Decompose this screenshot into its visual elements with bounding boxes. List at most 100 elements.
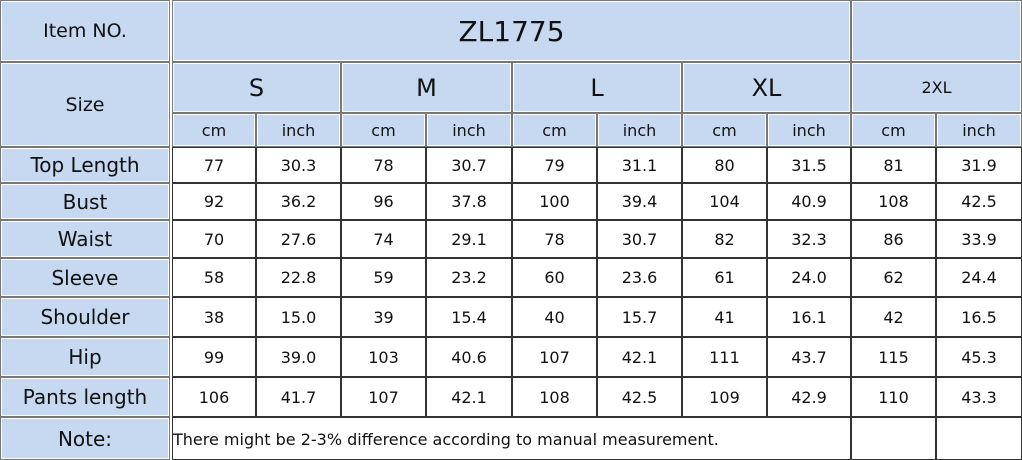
- measurement: 99: [172, 337, 256, 377]
- measurement: 81: [851, 147, 936, 183]
- measurement: 43.3: [936, 377, 1022, 417]
- measurement: 108: [851, 183, 936, 220]
- measurement: 59: [341, 258, 426, 297]
- measurement: 110: [851, 377, 936, 417]
- measurement: 107: [341, 377, 426, 417]
- size-header: M: [341, 62, 512, 113]
- measurement: 42: [851, 297, 936, 337]
- item-label: Item NO.: [0, 0, 170, 62]
- row-label: Shoulder: [0, 297, 170, 337]
- item-number: ZL1775: [172, 0, 851, 62]
- measurement: 40.9: [767, 183, 851, 220]
- measurement: 39.4: [597, 183, 682, 220]
- measurement: 36.2: [256, 183, 341, 220]
- measurement: 16.1: [767, 297, 851, 337]
- unit-header: cm: [682, 113, 767, 147]
- row-label: Hip: [0, 337, 170, 377]
- measurement: 16.5: [936, 297, 1022, 337]
- measurement: 80: [682, 147, 767, 183]
- measurement: 92: [172, 183, 256, 220]
- measurement: 23.6: [597, 258, 682, 297]
- measurement: 15.4: [426, 297, 512, 337]
- measurement: 58: [172, 258, 256, 297]
- measurement: 15.7: [597, 297, 682, 337]
- measurement: 32.3: [767, 220, 851, 258]
- empty-cell: [851, 0, 1022, 62]
- unit-header: inch: [767, 113, 851, 147]
- size-header: 2XL: [851, 62, 1022, 113]
- measurement: 86: [851, 220, 936, 258]
- measurement: 39.0: [256, 337, 341, 377]
- measurement: 22.8: [256, 258, 341, 297]
- measurement: 42.5: [597, 377, 682, 417]
- unit-header: inch: [936, 113, 1022, 147]
- measurement: 41: [682, 297, 767, 337]
- measurement: 82: [682, 220, 767, 258]
- measurement: 78: [512, 220, 597, 258]
- measurement: 111: [682, 337, 767, 377]
- measurement: 74: [341, 220, 426, 258]
- measurement: 31.9: [936, 147, 1022, 183]
- measurement: 45.3: [936, 337, 1022, 377]
- measurement: 42.1: [426, 377, 512, 417]
- row-label: Pants length: [0, 377, 170, 417]
- measurement: 103: [341, 337, 426, 377]
- measurement: 30.7: [426, 147, 512, 183]
- measurement: 30.3: [256, 147, 341, 183]
- measurement: 61: [682, 258, 767, 297]
- row-label: Top Length: [0, 147, 170, 183]
- measurement: 24.0: [767, 258, 851, 297]
- measurement: 23.2: [426, 258, 512, 297]
- row-label: Bust: [0, 183, 170, 220]
- measurement: 108: [512, 377, 597, 417]
- size-header: S: [172, 62, 341, 113]
- empty-cell: [936, 417, 1022, 460]
- row-label: Sleeve: [0, 258, 170, 297]
- measurement: 40: [512, 297, 597, 337]
- measurement: 77: [172, 147, 256, 183]
- unit-header: cm: [341, 113, 426, 147]
- measurement: 40.6: [426, 337, 512, 377]
- measurement: 33.9: [936, 220, 1022, 258]
- measurement: 31.5: [767, 147, 851, 183]
- measurement: 29.1: [426, 220, 512, 258]
- measurement: 27.6: [256, 220, 341, 258]
- unit-header: cm: [512, 113, 597, 147]
- measurement: 60: [512, 258, 597, 297]
- measurement: 31.1: [597, 147, 682, 183]
- size-header: XL: [682, 62, 851, 113]
- measurement: 107: [512, 337, 597, 377]
- size-header: L: [512, 62, 682, 113]
- size-label: Size: [0, 62, 170, 147]
- measurement: 96: [341, 183, 426, 220]
- note-label: Note:: [0, 417, 170, 460]
- measurement: 37.8: [426, 183, 512, 220]
- measurement: 106: [172, 377, 256, 417]
- unit-header: inch: [426, 113, 512, 147]
- measurement: 42.5: [936, 183, 1022, 220]
- note-text: There might be 2-3% difference according…: [172, 417, 851, 460]
- measurement: 41.7: [256, 377, 341, 417]
- measurement: 70: [172, 220, 256, 258]
- measurement: 100: [512, 183, 597, 220]
- measurement: 43.7: [767, 337, 851, 377]
- unit-header: cm: [172, 113, 256, 147]
- measurement: 24.4: [936, 258, 1022, 297]
- empty-cell: [851, 417, 936, 460]
- measurement: 78: [341, 147, 426, 183]
- measurement: 15.0: [256, 297, 341, 337]
- measurement: 39: [341, 297, 426, 337]
- unit-header: cm: [851, 113, 936, 147]
- row-label: Waist: [0, 220, 170, 258]
- measurement: 42.1: [597, 337, 682, 377]
- unit-header: inch: [597, 113, 682, 147]
- measurement: 62: [851, 258, 936, 297]
- unit-header: inch: [256, 113, 341, 147]
- measurement: 109: [682, 377, 767, 417]
- measurement: 30.7: [597, 220, 682, 258]
- measurement: 38: [172, 297, 256, 337]
- measurement: 115: [851, 337, 936, 377]
- measurement: 104: [682, 183, 767, 220]
- measurement: 79: [512, 147, 597, 183]
